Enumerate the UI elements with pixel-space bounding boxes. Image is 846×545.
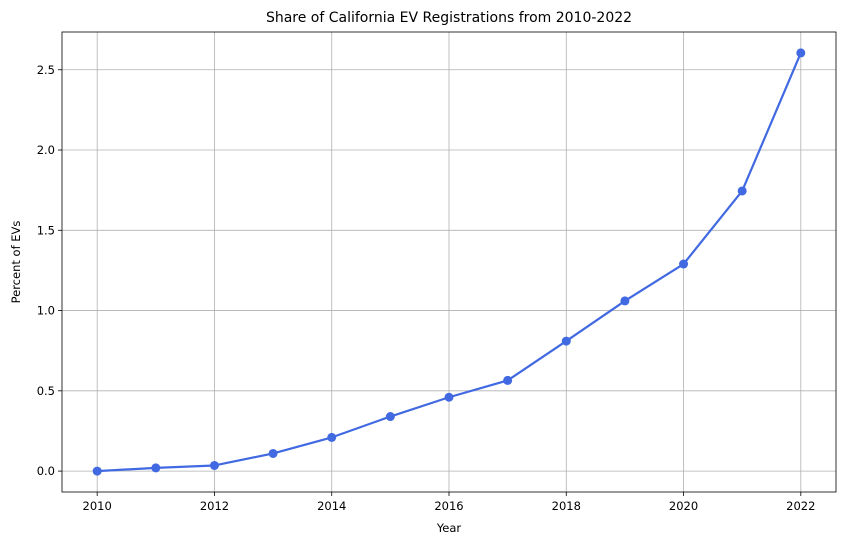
x-tick-label: 2012 <box>200 499 229 513</box>
x-axis-label: Year <box>436 521 462 535</box>
grid <box>62 32 836 492</box>
x-tick-label: 2022 <box>786 499 815 513</box>
y-axis-label: Percent of EVs <box>9 221 23 304</box>
x-tick-label: 2020 <box>669 499 698 513</box>
axis-ticks: 2010 2012 2014 2016 2018 2020 2022 0.0 0.5 1.0 1.5… <box>37 63 816 513</box>
data-point <box>151 463 161 473</box>
data-point <box>385 412 395 422</box>
x-tick-label: 2010 <box>83 499 112 513</box>
y-tick-label: 0.0 <box>37 464 55 478</box>
y-tick-label: 2.0 <box>37 143 55 157</box>
y-tick-label: 1.5 <box>37 223 55 237</box>
y-tick-label: 1.0 <box>37 304 55 318</box>
data-point <box>796 48 806 58</box>
data-point <box>503 375 513 385</box>
data-point <box>209 460 219 470</box>
x-tick-label: 2016 <box>434 499 463 513</box>
data-point <box>620 296 630 306</box>
data-point <box>92 466 102 476</box>
x-tick-label: 2018 <box>552 499 581 513</box>
data-point <box>679 259 689 269</box>
y-tick-label: 2.5 <box>37 63 55 77</box>
series-layer <box>92 48 806 476</box>
data-point <box>561 336 571 346</box>
data-point <box>327 432 337 442</box>
data-point <box>737 186 747 196</box>
x-tick-label: 2014 <box>317 499 346 513</box>
data-point <box>444 392 454 402</box>
y-tick-label: 0.5 <box>37 384 55 398</box>
data-point <box>268 448 278 458</box>
chart-title: Share of California EV Registrations fro… <box>266 10 632 26</box>
